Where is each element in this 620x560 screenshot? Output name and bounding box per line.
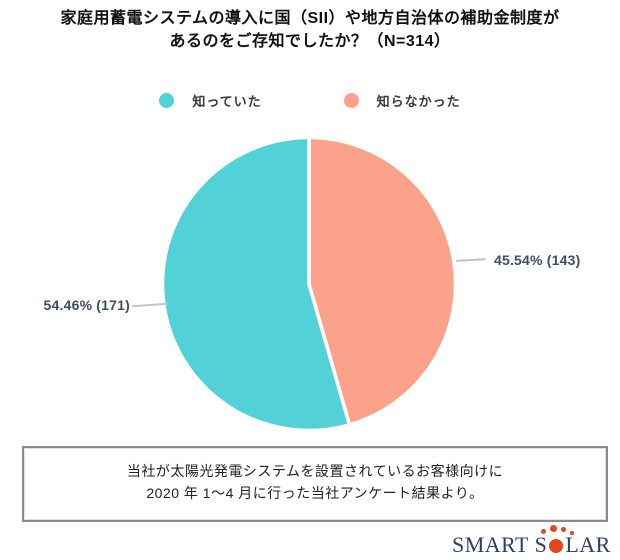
legend-label-did-not-know: 知らなかった — [376, 94, 461, 109]
logo-dot-icon — [541, 529, 546, 534]
source-note-line2: 2020 年 1～4 月に行った当社アンケート結果より。 — [146, 485, 484, 501]
slice-value-label-did-not-know: 45.54% (143) — [494, 252, 581, 268]
logo-sun-icon — [549, 539, 564, 553]
slice-value-label-knew: 54.46% (171) — [43, 297, 130, 313]
pie-chart — [160, 135, 458, 433]
chart-legend: 知っていた 知らなかった — [0, 91, 620, 110]
source-note-line1: 当社が太陽光発電システムを設置されているお客様向けに — [126, 463, 504, 479]
logo-text-lar: LAR — [565, 532, 611, 557]
smart-solar-logo: SMART S LAR — [452, 523, 612, 559]
leader-line-did-not-know — [455, 258, 487, 262]
legend-item-did-not-know[interactable]: 知らなかった — [343, 91, 461, 110]
legend-swatch-knew-icon — [159, 93, 175, 108]
logo-text-smart-s: SMART S — [452, 532, 548, 557]
legend-label-knew: 知っていた — [192, 94, 262, 109]
legend-swatch-did-not-know-icon — [343, 93, 359, 108]
pie-chart-area — [160, 135, 458, 437]
source-note-box: 当社が太陽光発電システムを設置されているお客様向けに 2020 年 1～4 月に… — [22, 446, 608, 522]
chart-title-line2: あるのをご存知でしたか？（N=314） — [169, 33, 451, 50]
logo-dot-icon — [561, 527, 566, 532]
logo-dot-icon — [570, 531, 574, 535]
logo-dot-icon — [550, 525, 557, 532]
pie-slice-2[interactable] — [307, 135, 458, 427]
chart-title-line1: 家庭用蓄電システムの導入に国（SII）や地方自治体の補助金制度が — [60, 10, 560, 27]
chart-title: 家庭用蓄電システムの導入に国（SII）や地方自治体の補助金制度が あるのをご存知… — [0, 7, 620, 53]
legend-item-knew[interactable]: 知っていた — [159, 91, 261, 110]
